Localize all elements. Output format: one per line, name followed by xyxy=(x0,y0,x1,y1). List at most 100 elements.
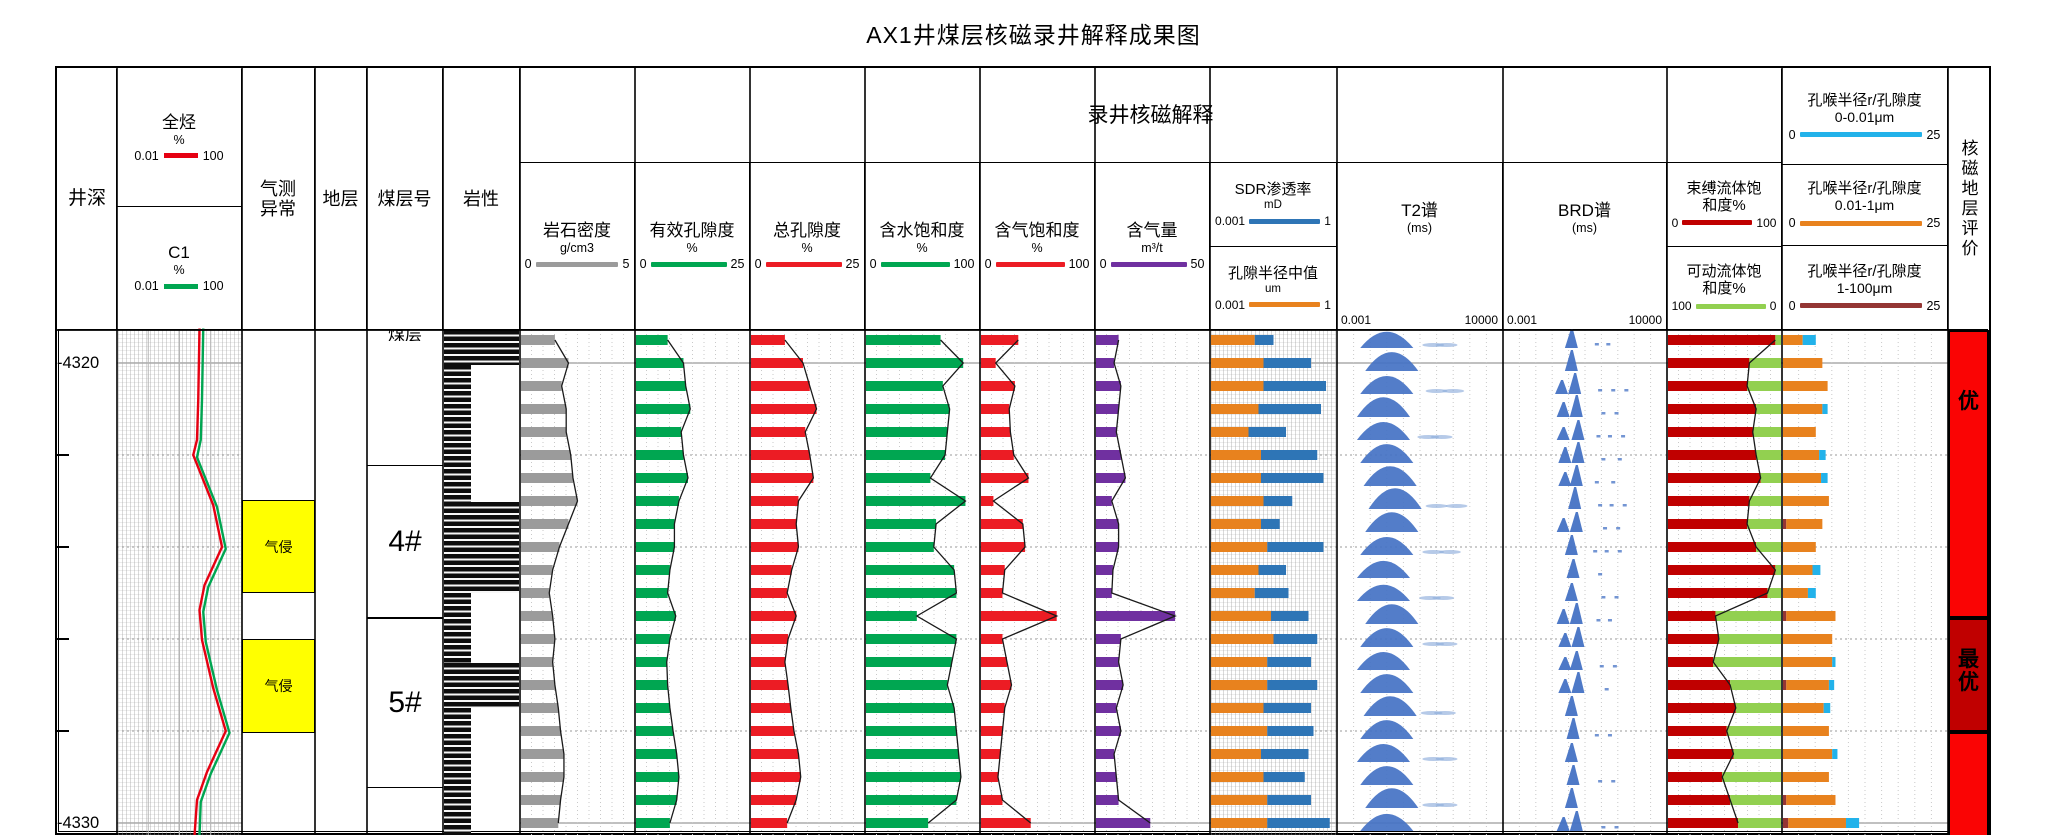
scale-max: 100 xyxy=(1068,257,1090,271)
scale-max: 5 xyxy=(622,257,630,271)
scale-row: 100 0 xyxy=(1672,299,1777,313)
track-header-sdr-top: SDR渗透率 mD 0.001 1 xyxy=(1210,163,1337,247)
scale-row: 0.01 100 xyxy=(122,149,236,163)
scale-min: 0 xyxy=(639,257,647,271)
scale-max: 100 xyxy=(953,257,975,271)
track-title2: 和度% xyxy=(1702,196,1746,214)
scale-max: 0 xyxy=(1769,299,1777,313)
scale-max: 25 xyxy=(845,257,860,271)
scale-min: 100 xyxy=(1671,299,1692,313)
track-unit: (ms) xyxy=(1572,221,1597,235)
depth-title: 井深 xyxy=(67,188,106,209)
eval-block-label: 优 xyxy=(1958,390,1979,413)
lithology-coal-block xyxy=(444,365,471,502)
track-header-sdr-bottom: 孔隙半径中值 um 0.001 1 xyxy=(1210,247,1337,330)
scale-swatch xyxy=(1695,303,1766,309)
eval-label-char: 优 xyxy=(1958,671,1979,694)
scale-row: 0 50 xyxy=(1100,257,1205,271)
scale-min: 0.01 xyxy=(134,279,159,293)
seam-label: 5# xyxy=(388,686,422,719)
scale-swatch xyxy=(995,261,1065,267)
scale-swatch xyxy=(1799,303,1923,308)
track-title: BRD谱 xyxy=(1558,201,1611,220)
lithology-coal-block xyxy=(444,330,519,365)
page-title: AX1井煤层核磁录井解释成果图 xyxy=(866,22,1201,48)
c1-unit: % xyxy=(173,263,185,277)
track-unit: um xyxy=(1265,282,1281,295)
scale-row: 0 100 xyxy=(870,257,975,271)
scale-swatch xyxy=(163,153,198,158)
scale-min: 0.001 xyxy=(1215,297,1246,312)
scale-min: 0 xyxy=(524,257,532,271)
scale-row: 0 25 xyxy=(1789,128,1941,142)
track-minmax: 0.001 10000 xyxy=(1507,313,1662,327)
track-unit: m³/t xyxy=(1141,241,1163,255)
seam-title: 煤层号 xyxy=(377,189,432,209)
scale-min: 0 xyxy=(1671,215,1679,230)
track-unit: mD xyxy=(1264,199,1282,211)
throat-range: 0.01-1μm xyxy=(1834,197,1895,213)
track-header-fluid-bottom: 可动流体饱 和度% 100 0 xyxy=(1667,247,1782,330)
depth-label: -4320 xyxy=(57,354,100,372)
gas-invasion-box: 气侵 xyxy=(242,639,315,733)
scale-row: 0.001 1 xyxy=(1215,298,1331,312)
track-header-rho: 岩石密度 g/cm3 0 5 xyxy=(520,163,635,330)
track-unit: g/cm3 xyxy=(559,241,595,255)
scale-max: 25 xyxy=(730,257,745,271)
track-title: 含水饱和度 xyxy=(879,221,965,240)
track-header-sw: 含水饱和度% 0 100 xyxy=(865,163,980,330)
scale-min: 0 xyxy=(984,257,992,271)
scale-row: 0.01 100 xyxy=(122,279,236,293)
scale-max: 25 xyxy=(1926,298,1941,313)
track-header-gasv: 含气量 m³/t 0 50 xyxy=(1095,163,1210,330)
scale-swatch xyxy=(1249,302,1321,307)
track-title: 岩石密度 xyxy=(543,221,611,240)
scale-max: 100 xyxy=(202,279,224,293)
track-header-phie: 有效孔隙度% 0 25 xyxy=(635,163,750,330)
track-max: 10000 xyxy=(1464,313,1498,327)
qh-log-grid xyxy=(118,330,241,835)
nmr-banner-text: 录井核磁解释 xyxy=(1087,103,1214,127)
depth-tick xyxy=(56,454,69,456)
gas-anomaly-line-0: 气测 xyxy=(260,179,296,199)
scale-min: 0 xyxy=(1099,257,1107,271)
scale-max: 100 xyxy=(202,148,224,163)
track-unit: % xyxy=(686,241,698,255)
eval-block xyxy=(1948,732,1989,835)
scale-swatch xyxy=(1799,220,1923,226)
scale-min: 0 xyxy=(1788,216,1796,230)
scale-min: 0.01 xyxy=(134,148,159,163)
scale-swatch xyxy=(765,261,842,267)
track-title: 含气量 xyxy=(1126,221,1178,240)
lithology-title: 岩性 xyxy=(463,189,499,209)
scale-swatch xyxy=(1249,218,1321,224)
track-header-brd: BRD谱 (ms) 0.001 10000 xyxy=(1503,163,1667,330)
track-unit: (ms) xyxy=(1407,221,1432,235)
scale-max: 25 xyxy=(1926,127,1941,142)
lithology-coal-block xyxy=(444,663,519,708)
col-header-depth: 井深 xyxy=(58,69,117,330)
track-min: 0.001 xyxy=(1507,313,1538,327)
track-minmax: 0.001 10000 xyxy=(1341,313,1498,327)
eval-label-char: 优 xyxy=(1958,390,1979,413)
throat-title: 孔喉半径r/孔隙度 xyxy=(1807,262,1922,280)
scale-swatch xyxy=(163,283,198,289)
track-header-fluid-top: 束缚流体饱 和度% 0 100 xyxy=(1667,163,1782,247)
eval-title: 核磁地层评价 xyxy=(1958,139,1978,259)
scale-min: 0 xyxy=(1788,127,1796,142)
col-header-eval: 核磁地层评价 xyxy=(1948,69,1988,330)
col-header-seam: 煤层号 xyxy=(367,69,443,330)
throat-header-0: 孔喉半径r/孔隙度 0-0.01μm 0 25 xyxy=(1782,69,1948,165)
gas-anomaly-line-1: 异常 xyxy=(260,199,296,219)
track-max: 10000 xyxy=(1628,313,1662,327)
throat-range: 0-0.01μm xyxy=(1834,108,1895,125)
track-header-phit: 总孔隙度% 0 25 xyxy=(750,163,865,330)
scale-row: 0 25 xyxy=(755,257,860,271)
throat-title: 孔喉半径r/孔隙度 xyxy=(1807,180,1922,197)
depth-tick xyxy=(56,546,69,548)
track-title: 孔隙半径中值 xyxy=(1227,264,1318,282)
eval-block: 优 xyxy=(1948,330,1989,618)
scale-swatch xyxy=(1682,220,1753,225)
